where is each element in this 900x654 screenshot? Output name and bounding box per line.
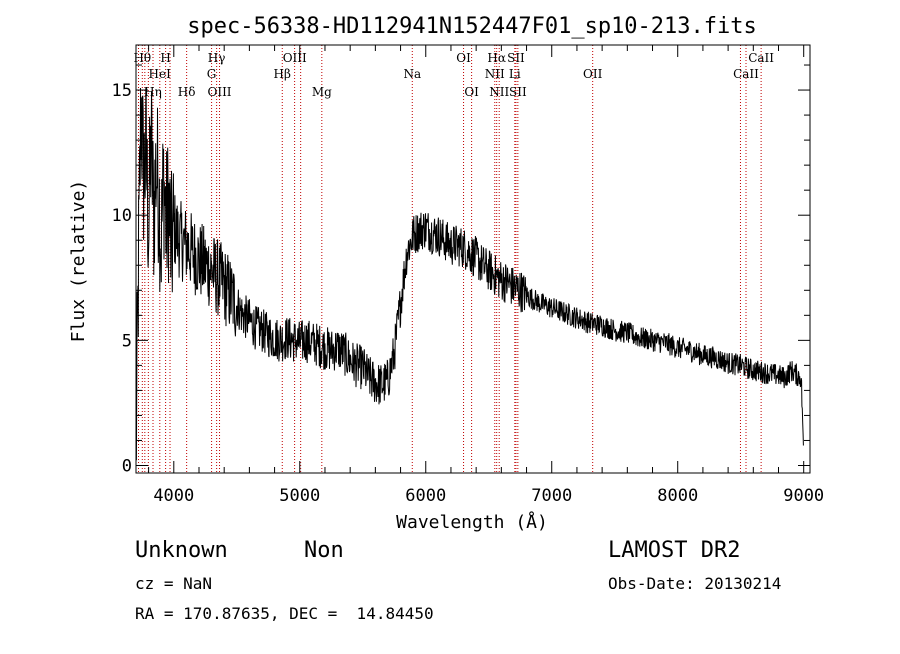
- series-layer: [135, 87, 804, 461]
- x-tick-label: 4000: [153, 486, 194, 506]
- marker-label: NII: [489, 85, 509, 99]
- marker-label: H: [160, 51, 170, 65]
- chart-title: spec-56338-HD112941N152447F01_sp10-213.f…: [187, 14, 757, 39]
- marker-label: OI: [464, 85, 479, 99]
- marker-label: OI: [456, 51, 471, 65]
- marker-label: Hδ: [178, 85, 196, 99]
- marker-label: CaII: [748, 51, 774, 65]
- redshift-value: cz = NaN: [135, 574, 213, 593]
- x-tick-label: 6000: [405, 486, 446, 506]
- object-class: Unknown: [135, 538, 228, 563]
- plot-frame: [135, 44, 811, 474]
- marker-label: Na: [403, 67, 421, 81]
- marker-label: Li: [509, 67, 521, 81]
- marker-label: HeI: [149, 67, 172, 81]
- marker-label: OIII: [207, 85, 231, 99]
- survey-name: LAMOST DR2: [608, 538, 741, 563]
- object-subclass: Non: [304, 538, 344, 563]
- observation-date: Obs-Date: 20130214: [608, 574, 782, 593]
- y-axis-label: Flux (relative): [68, 180, 89, 343]
- marker-label: OIII: [283, 51, 307, 65]
- marker-label: Hθ: [133, 51, 151, 65]
- marker-label: Hη: [144, 85, 162, 99]
- x-tick-label: 9000: [783, 486, 824, 506]
- x-tick-label: 8000: [657, 486, 698, 506]
- x-tick-label: 7000: [531, 486, 572, 506]
- y-tick-label: 15: [112, 81, 132, 101]
- marker-label: OII: [583, 67, 603, 81]
- x-axis-label: Wavelength (Å): [396, 511, 548, 533]
- marker-label: Hβ: [274, 67, 291, 81]
- coordinates: RA = 170.87635, DEC = 14.84450: [135, 604, 434, 623]
- marker-label: Hα: [487, 51, 506, 65]
- marker-label: G: [207, 67, 217, 81]
- y-tick-label: 10: [112, 206, 132, 226]
- marker-label: SII: [509, 85, 527, 99]
- marker-label: NII: [485, 67, 505, 81]
- y-tick-label: 0: [122, 456, 132, 476]
- spectrum-line: [135, 87, 804, 461]
- marker-label: CaII: [733, 67, 759, 81]
- marker-label: SII: [507, 51, 525, 65]
- marker-label: Mg: [312, 85, 332, 99]
- x-tick-label: 5000: [279, 486, 320, 506]
- axes: 4000 5000 6000 7000 8000 9000 0 5 10 15: [112, 44, 824, 506]
- marker-label: Hγ: [208, 51, 226, 65]
- y-tick-label: 5: [122, 331, 132, 351]
